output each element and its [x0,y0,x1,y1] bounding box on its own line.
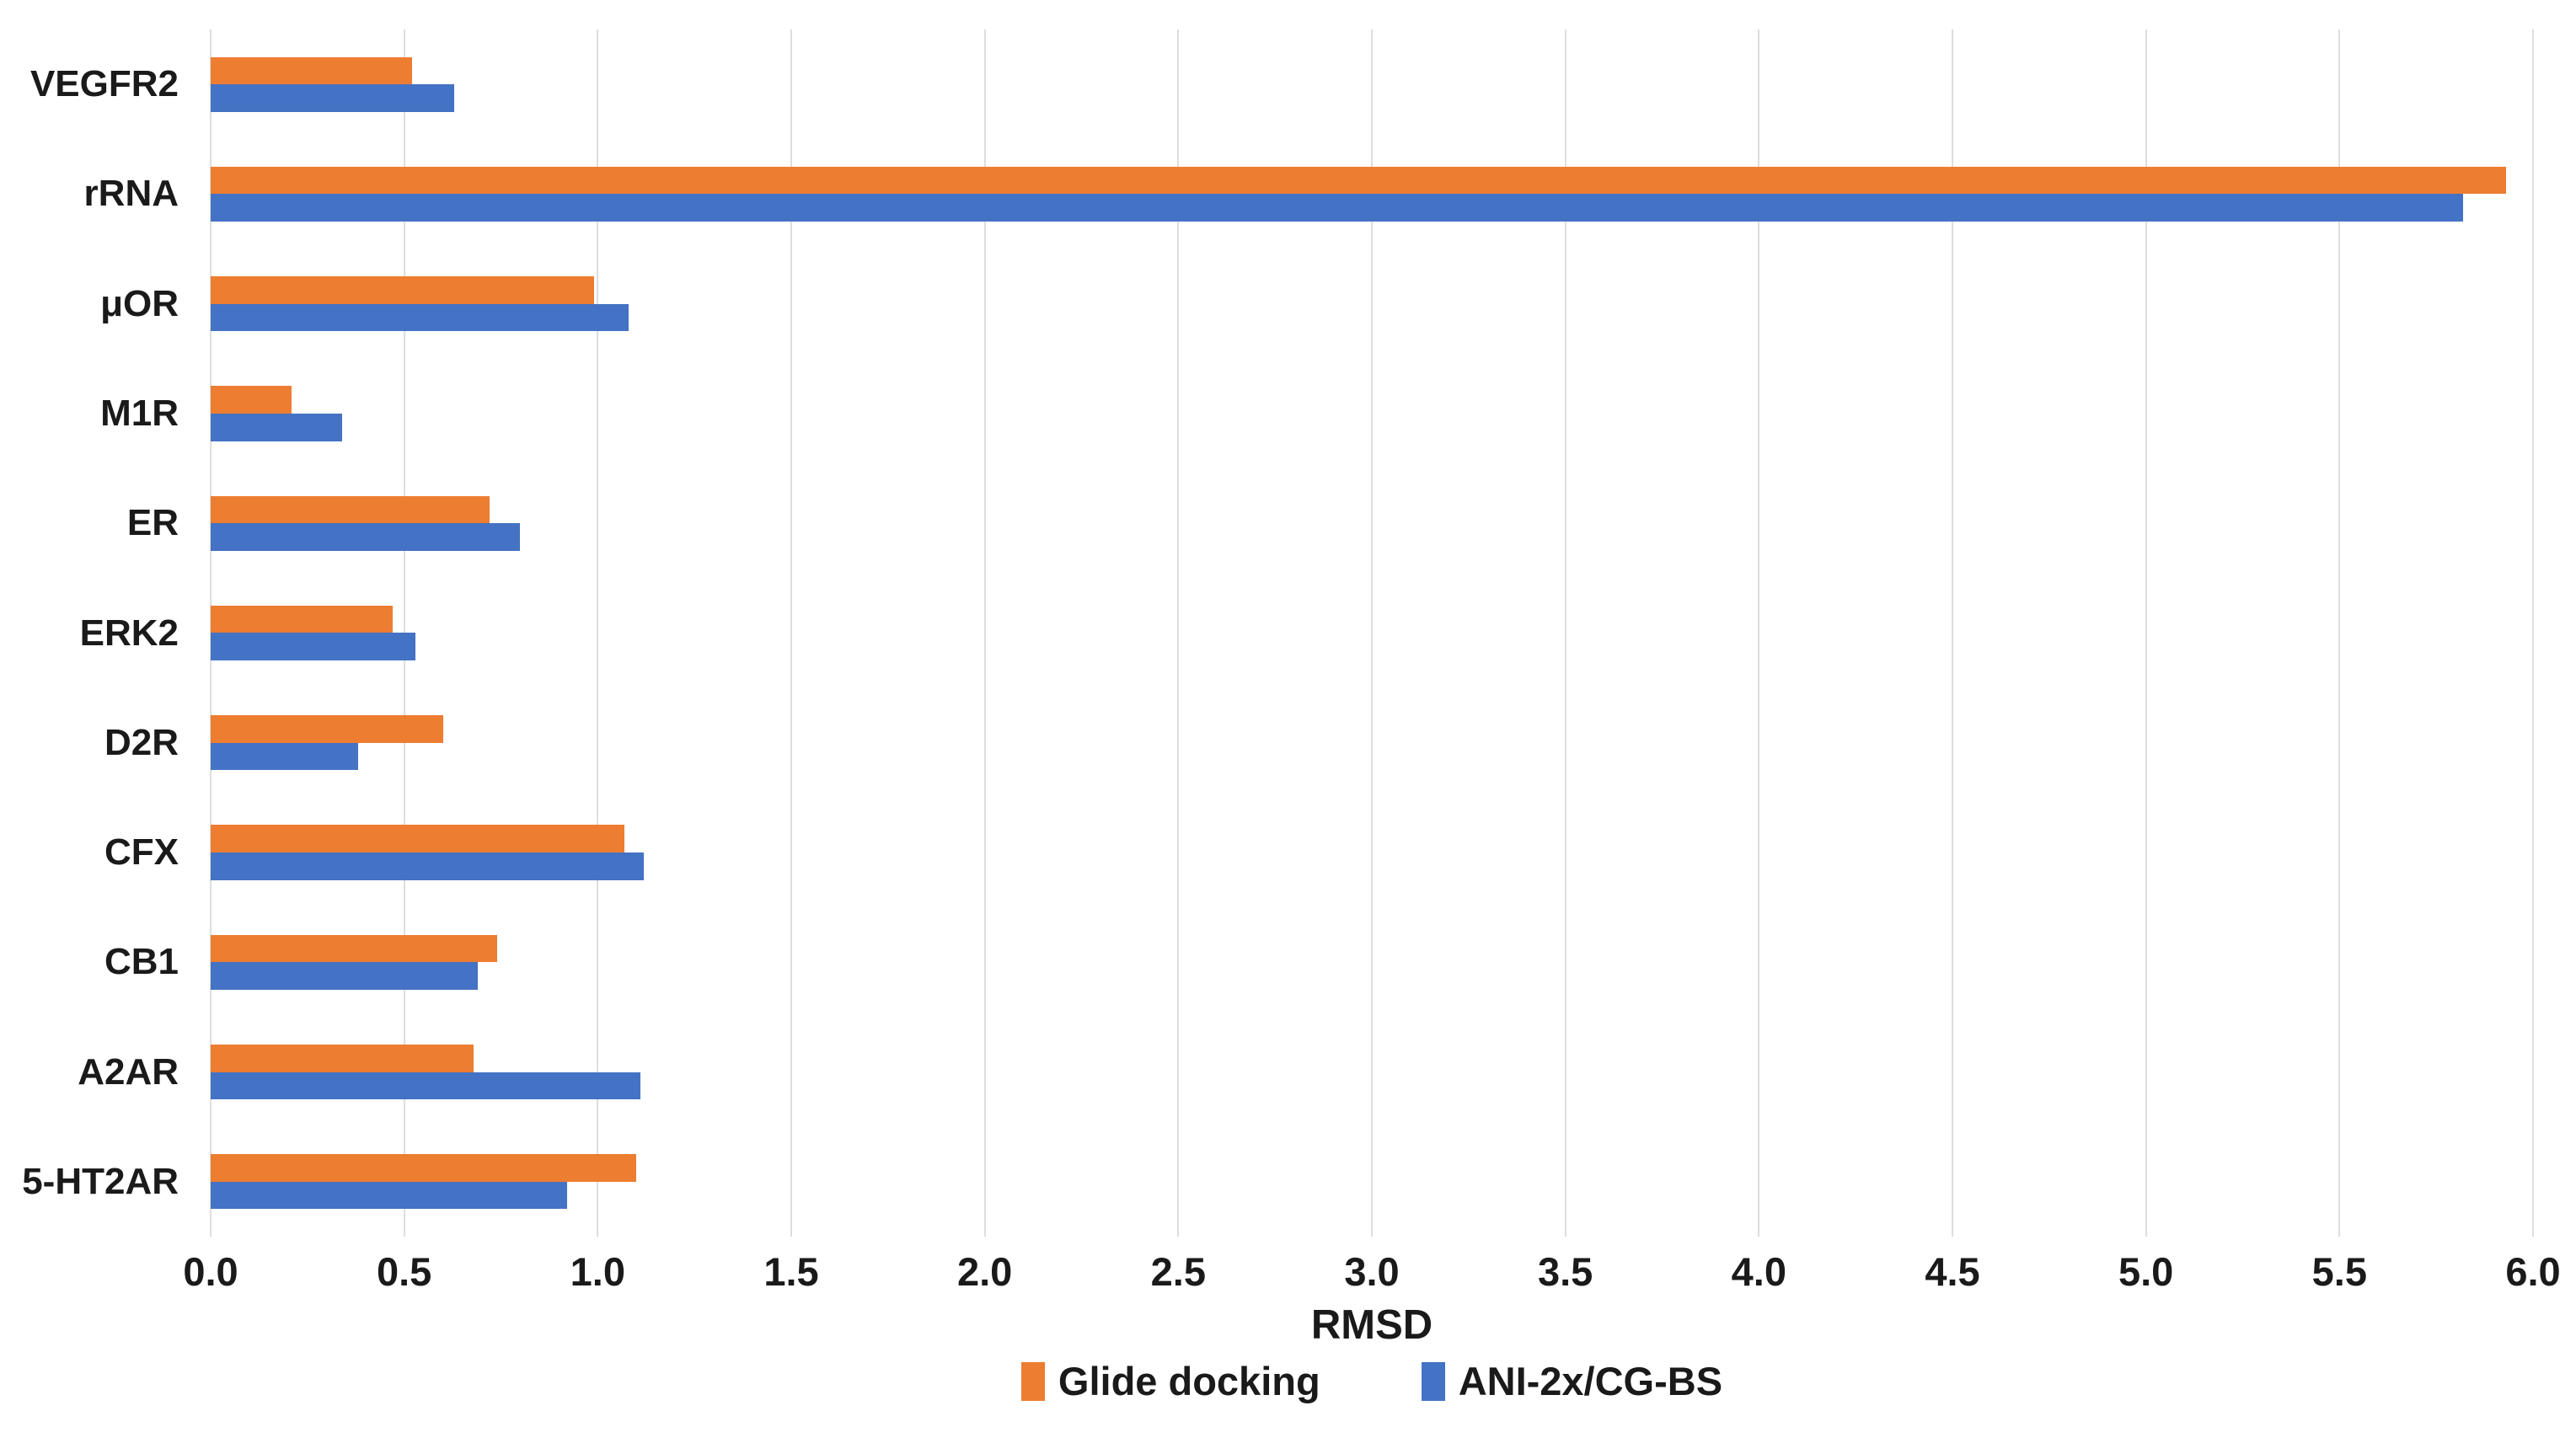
bar-ANI-2x/CG-BS-ERK2 [211,633,416,661]
x-tick-3.0: 3.0 [1344,1249,1400,1294]
bar-Glide docking-ERK2 [211,605,393,633]
x-tick-4.0: 4.0 [1731,1249,1786,1294]
x-tick-5.0: 5.0 [2118,1249,2174,1294]
bars-CFX [211,825,2533,880]
bar-Glide docking-rRNA [211,166,2506,195]
bar-group-M1R [211,359,2533,468]
legend-label-glide-docking: Glide docking [1058,1359,1320,1403]
gridline-x-1.5 [790,29,792,1237]
bar-group-5-HT2AR [211,1127,2533,1237]
gridline-x-2.5 [1177,29,1180,1237]
ani-2x-cg-bs-swatch-icon [1421,1361,1445,1401]
gridline-x-6.0 [2532,29,2534,1237]
bars-μOR [211,276,2533,332]
legend-label-ani-2x-cg-bs: ANI-2x/CG-BS [1458,1359,1723,1403]
bar-Glide docking-μOR [211,276,594,304]
x-tick-1.0: 1.0 [570,1249,625,1294]
category-label-CFX: CFX [104,831,179,874]
category-label-μOR: μOR [100,282,179,324]
bars-ERK2 [211,605,2533,661]
bar-Glide docking-5-HT2AR [211,1154,637,1182]
category-label-M1R: M1R [100,392,179,434]
bar-group-rRNA [211,139,2533,249]
x-tick-6.0: 6.0 [2505,1249,2561,1294]
category-label-CB1: CB1 [104,941,179,983]
chart-legend: Glide docking ANI-2x/CG-BS [211,1358,2533,1404]
bars-ER [211,495,2533,551]
category-label-A2AR: A2AR [78,1050,179,1093]
gridline-x-3.5 [1564,29,1566,1237]
gridline-x-3.0 [1371,29,1373,1237]
glide-docking-swatch-icon [1020,1361,1045,1401]
legend-item-ani-2x-cg-bs: ANI-2x/CG-BS [1421,1358,1723,1404]
bar-ANI-2x/CG-BS-D2R [211,742,358,771]
bar-Glide docking-CB1 [211,934,497,963]
gridline-x-2.0 [983,29,986,1237]
bar-ANI-2x/CG-BS-VEGFR2 [211,84,455,112]
bar-ANI-2x/CG-BS-ER [211,523,521,551]
category-label-ERK2: ERK2 [79,612,179,654]
bar-ANI-2x/CG-BS-CFX [211,852,645,880]
bar-ANI-2x/CG-BS-rRNA [211,194,2464,222]
bar-Glide docking-D2R [211,715,443,743]
bars-D2R [211,715,2533,771]
gridline-x-4.5 [1952,29,1953,1237]
x-tick-2.0: 2.0 [956,1249,1013,1294]
bar-Glide docking-M1R [211,386,292,414]
bars-A2AR [211,1045,2533,1100]
x-tick-4.5: 4.5 [1925,1249,1980,1294]
x-tick-1.5: 1.5 [763,1249,819,1294]
bar-Glide docking-CFX [211,825,625,853]
bar-Glide docking-ER [211,495,490,524]
bar-group-ER [211,468,2533,578]
bar-group-CB1 [211,907,2533,1017]
x-axis-tick-labels: 0.0 0.5 1.0 1.5 2.0 2.5 3.0 3.5 4.0 4.5 5.0 5.5 6.0 [183,1248,2560,1299]
gridline-x-1.0 [597,29,599,1237]
bar-ANI-2x/CG-BS-5-HT2AR [211,1181,567,1210]
x-tick-5.5: 5.5 [2311,1249,2367,1294]
bar-Glide docking-A2AR [211,1045,474,1072]
category-label-D2R: D2R [104,721,179,763]
bar-group-CFX [211,798,2533,907]
bar-ANI-2x/CG-BS-μOR [211,303,629,332]
category-label-VEGFR2: VEGFR2 [29,63,179,105]
bar-ANI-2x/CG-BS-A2AR [211,1072,640,1100]
bar-Glide docking-VEGFR2 [211,56,412,85]
bars-M1R [211,386,2533,441]
bar-group-A2AR [211,1017,2533,1126]
plot-area [210,29,2534,1237]
bar-group-μOR [211,249,2533,359]
bar-ANI-2x/CG-BS-M1R [211,413,343,441]
bars-VEGFR2 [211,56,2533,112]
gridline-x-5.0 [2145,29,2147,1237]
category-label-rRNA: rRNA [83,173,179,215]
category-label-ER: ER [126,502,179,544]
category-axis-labels: VEGFR2 rRNA μOR M1R ER ERK2 D2R CFX CB1 A2AR 5-HT2… [0,29,192,1237]
gridline-x-5.5 [2338,29,2341,1237]
bar-group-VEGFR2 [211,29,2533,139]
x-tick-0.0: 0.0 [183,1249,238,1294]
gridline-x-4.0 [1758,29,1760,1237]
x-tick-3.5: 3.5 [1537,1249,1593,1294]
bars-rRNA [211,166,2533,222]
category-label-5-HT2AR: 5-HT2AR [22,1160,179,1202]
bar-group-D2R [211,688,2533,798]
bars-5-HT2AR [211,1154,2533,1210]
bar-ANI-2x/CG-BS-CB1 [211,962,478,990]
x-tick-2.5: 2.5 [1150,1249,1206,1294]
bar-group-ERK2 [211,578,2533,687]
x-tick-0.5: 0.5 [376,1249,432,1294]
legend-item-glide-docking: Glide docking [1020,1358,1320,1404]
x-axis-title: RMSD [1310,1302,1433,1348]
bars-CB1 [211,934,2533,990]
